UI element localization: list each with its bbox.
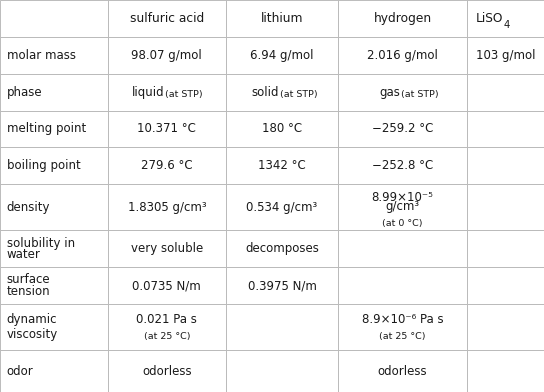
Text: 98.07 g/mol: 98.07 g/mol [132,49,202,62]
Bar [226,230,338,267]
Text: −252.8 °C: −252.8 °C [372,159,433,172]
Text: LiSO: LiSO [475,12,503,25]
Bar [0,230,108,267]
Text: 103 g/mol: 103 g/mol [476,49,535,62]
Bar [467,0,544,37]
Text: decomposes: decomposes [245,242,319,256]
Text: 8.99×10⁻⁵: 8.99×10⁻⁵ [372,191,434,204]
Bar [108,147,226,184]
Text: hydrogen: hydrogen [374,12,431,25]
Bar [226,350,338,392]
Bar [226,37,338,74]
Bar [108,184,226,230]
Bar [0,184,108,230]
Bar [467,267,544,304]
Bar [0,304,108,350]
Bar [338,350,467,392]
Bar [108,267,226,304]
Bar [108,350,226,392]
Text: very soluble: very soluble [131,242,203,256]
Text: 10.371 °C: 10.371 °C [138,122,196,136]
Text: 0.021 Pa s: 0.021 Pa s [137,314,197,327]
Text: liquid: liquid [132,85,164,99]
Text: sulfuric acid: sulfuric acid [129,12,204,25]
Text: (at STP): (at STP) [401,90,438,99]
Text: 0.3975 N/m: 0.3975 N/m [248,279,317,292]
Bar [467,350,544,392]
Text: 6.94 g/mol: 6.94 g/mol [250,49,314,62]
Text: (at STP): (at STP) [165,90,203,99]
Bar [338,147,467,184]
Bar [108,111,226,147]
Text: surface: surface [7,273,50,287]
Bar [338,267,467,304]
Text: dynamic: dynamic [7,314,57,327]
Bar [226,0,338,37]
Bar [467,230,544,267]
Bar [226,74,338,111]
Text: g/cm³: g/cm³ [386,200,419,213]
Text: 1342 °C: 1342 °C [258,159,306,172]
Text: 0.0735 N/m: 0.0735 N/m [132,279,201,292]
Text: 0.534 g/cm³: 0.534 g/cm³ [246,201,318,214]
Bar [467,74,544,111]
Text: solubility in: solubility in [7,236,75,250]
Bar [338,0,467,37]
Text: 180 °C: 180 °C [262,122,302,136]
Bar [0,147,108,184]
Text: (at 25 °C): (at 25 °C) [379,332,426,341]
Text: tension: tension [7,285,50,298]
Text: viscosity: viscosity [7,328,58,341]
Bar [0,74,108,111]
Text: 8.9×10⁻⁶ Pa s: 8.9×10⁻⁶ Pa s [362,314,443,327]
Text: solid: solid [252,85,279,99]
Text: lithium: lithium [261,12,303,25]
Bar [108,74,226,111]
Bar [338,184,467,230]
Text: boiling point: boiling point [7,159,81,172]
Text: (at 0 °C): (at 0 °C) [382,219,423,228]
Bar [0,350,108,392]
Text: density: density [7,201,50,214]
Bar [226,184,338,230]
Text: 279.6 °C: 279.6 °C [141,159,193,172]
Text: 2.016 g/mol: 2.016 g/mol [367,49,438,62]
Text: −259.2 °C: −259.2 °C [372,122,433,136]
Bar [108,304,226,350]
Bar [226,304,338,350]
Bar [467,304,544,350]
Bar [338,230,467,267]
Bar [226,267,338,304]
Bar [467,37,544,74]
Text: (at 25 °C): (at 25 °C) [144,332,190,341]
Bar [108,0,226,37]
Text: phase: phase [7,85,42,99]
Bar [108,230,226,267]
Bar [0,111,108,147]
Bar [108,37,226,74]
Bar [467,147,544,184]
Text: gas: gas [379,85,400,99]
Text: water: water [7,248,40,261]
Text: odor: odor [7,365,33,378]
Bar [467,184,544,230]
Bar [338,74,467,111]
Text: melting point: melting point [7,122,86,136]
Bar [226,147,338,184]
Text: molar mass: molar mass [7,49,76,62]
Text: (at STP): (at STP) [280,90,318,99]
Bar [338,37,467,74]
Text: odorless: odorless [142,365,191,378]
Text: 4: 4 [504,20,510,30]
Bar [0,37,108,74]
Bar [338,111,467,147]
Bar [338,304,467,350]
Bar [226,111,338,147]
Bar [0,0,108,37]
Bar [0,267,108,304]
Text: 1.8305 g/cm³: 1.8305 g/cm³ [127,201,206,214]
Bar [467,111,544,147]
Text: odorless: odorless [378,365,428,378]
